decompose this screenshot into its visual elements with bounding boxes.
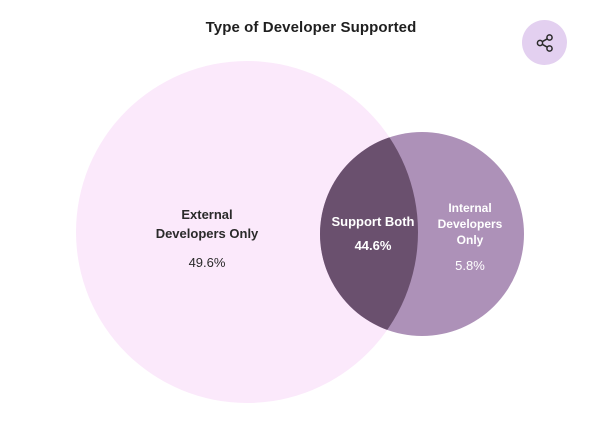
internal-value: 5.8% bbox=[455, 258, 485, 273]
share-button[interactable] bbox=[522, 20, 567, 65]
external-label-line: Developers Only bbox=[156, 226, 259, 241]
internal-label-line: Developers bbox=[438, 217, 503, 231]
venn-labels: External Developers Only 49.6% Support Both… bbox=[156, 201, 503, 273]
internal-label-line: Only bbox=[457, 233, 484, 247]
share-icon bbox=[536, 33, 553, 52]
overlap-label-line: Support Both bbox=[331, 214, 414, 229]
internal-label-line: Internal bbox=[448, 201, 491, 215]
external-value: 49.6% bbox=[189, 255, 226, 270]
external-set-circle bbox=[76, 61, 418, 403]
overlap-value: 44.6% bbox=[355, 238, 392, 253]
external-label-line: External bbox=[181, 207, 232, 222]
chart-title: Type of Developer Supported bbox=[205, 19, 417, 36]
